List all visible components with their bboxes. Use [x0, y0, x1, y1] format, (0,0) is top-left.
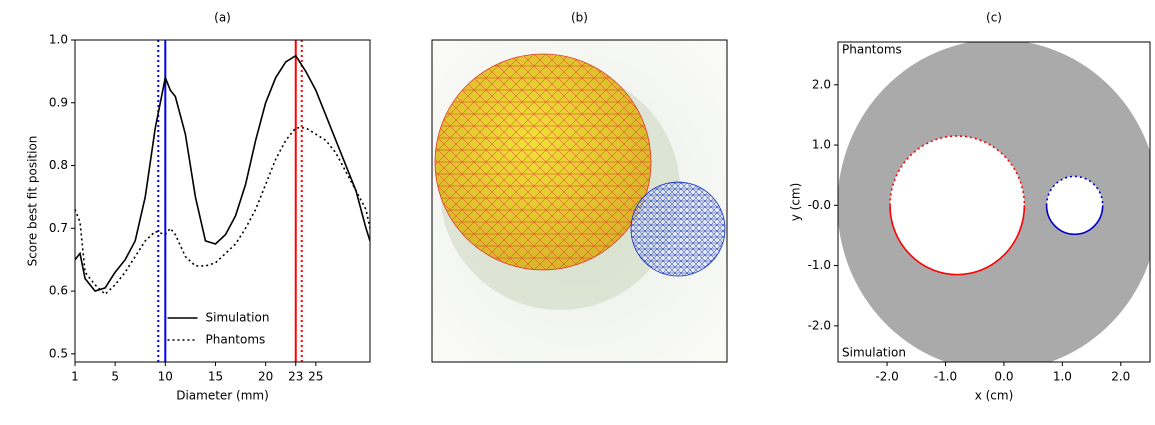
x-axis-label: x (cm) — [975, 389, 1014, 403]
legend-label: Simulation — [206, 311, 270, 325]
panel-title: (a) — [214, 11, 231, 25]
plot-frame — [74, 39, 371, 363]
annotation: Phantoms — [842, 43, 902, 57]
hole — [890, 136, 1025, 275]
legend-label: Phantoms — [206, 333, 266, 347]
x-tick-label: -2.0 — [875, 370, 898, 384]
x-tick-label: -1.0 — [934, 370, 957, 384]
y-tick-label: 2.0 — [812, 77, 831, 91]
y-tick-label: -0.0 — [808, 198, 831, 212]
y-tick-label: 1.0 — [812, 138, 831, 152]
x-tick-label: 10 — [158, 370, 173, 384]
annotation: Simulation — [842, 346, 906, 360]
data-line — [75, 54, 370, 292]
y-tick-label: -1.0 — [808, 258, 831, 272]
plot-area — [838, 42, 1150, 362]
y-tick-label: 0.6 — [49, 284, 68, 298]
plot-frame — [837, 41, 1151, 363]
x-tick-label: 25 — [308, 370, 323, 384]
circle-top — [889, 135, 1026, 206]
plot-area — [75, 40, 370, 362]
circle-bottom — [889, 205, 1026, 276]
x-tick-label: 23 — [288, 370, 303, 384]
panel-title: (b) — [571, 11, 588, 25]
x-tick-label: 5 — [111, 370, 119, 384]
y-axis-label: y (cm) — [789, 183, 803, 222]
x-tick-label: 2.0 — [1111, 370, 1130, 384]
y-tick-label: 0.7 — [49, 221, 68, 235]
x-tick-label: 1.0 — [1053, 370, 1072, 384]
y-tick-label: 0.5 — [49, 346, 68, 360]
y-tick-label: -2.0 — [808, 318, 831, 332]
circle-bottom — [1045, 205, 1104, 235]
panel-title: (c) — [986, 11, 1002, 25]
hole — [1046, 176, 1103, 235]
x-tick-label: 15 — [208, 370, 223, 384]
y-tick-label: 0.9 — [49, 95, 68, 109]
x-tick-label: 0.0 — [994, 370, 1013, 384]
x-tick-label: 20 — [258, 370, 273, 384]
data-line — [75, 127, 370, 296]
y-tick-label: 1.0 — [49, 33, 68, 47]
x-tick-label: 1 — [71, 370, 79, 384]
x-axis-label: Diameter (mm) — [176, 389, 269, 403]
y-tick-label: 0.8 — [49, 158, 68, 172]
sphere-image — [431, 39, 728, 363]
y-axis-label: Score best fit position — [26, 136, 40, 267]
